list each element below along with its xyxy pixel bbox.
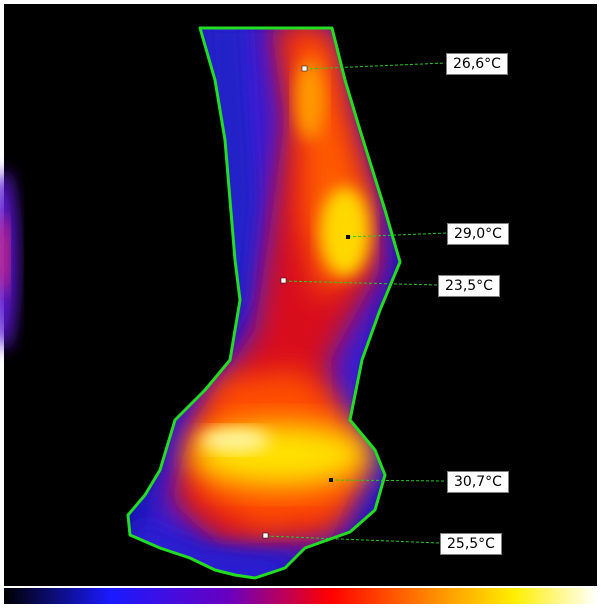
temperature-label-m1: 26,6°C <box>446 53 508 75</box>
point-m3 <box>280 277 287 284</box>
left-edge-glow <box>0 170 18 350</box>
temperature-label-m2: 29,0°C <box>447 223 509 245</box>
measurement-leaders <box>265 62 447 544</box>
leader-m3 <box>283 280 438 286</box>
leader-m1 <box>304 62 446 70</box>
point-m5 <box>262 532 269 539</box>
roi-outline <box>126 26 402 580</box>
palette-bar <box>4 588 597 604</box>
measurement-points <box>262 65 350 539</box>
leader-m5 <box>265 535 440 544</box>
temperature-label-m4: 30,7°C <box>447 471 509 493</box>
left-edge-hot <box>0 215 9 295</box>
leader-m2 <box>347 232 447 238</box>
point-m4 <box>329 478 333 482</box>
point-m2 <box>346 235 350 239</box>
point-m1 <box>301 65 308 72</box>
temperature-label-m3: 23,5°C <box>438 275 500 297</box>
leader-m4 <box>330 479 447 482</box>
temperature-label-m5: 25,5°C <box>440 533 502 555</box>
